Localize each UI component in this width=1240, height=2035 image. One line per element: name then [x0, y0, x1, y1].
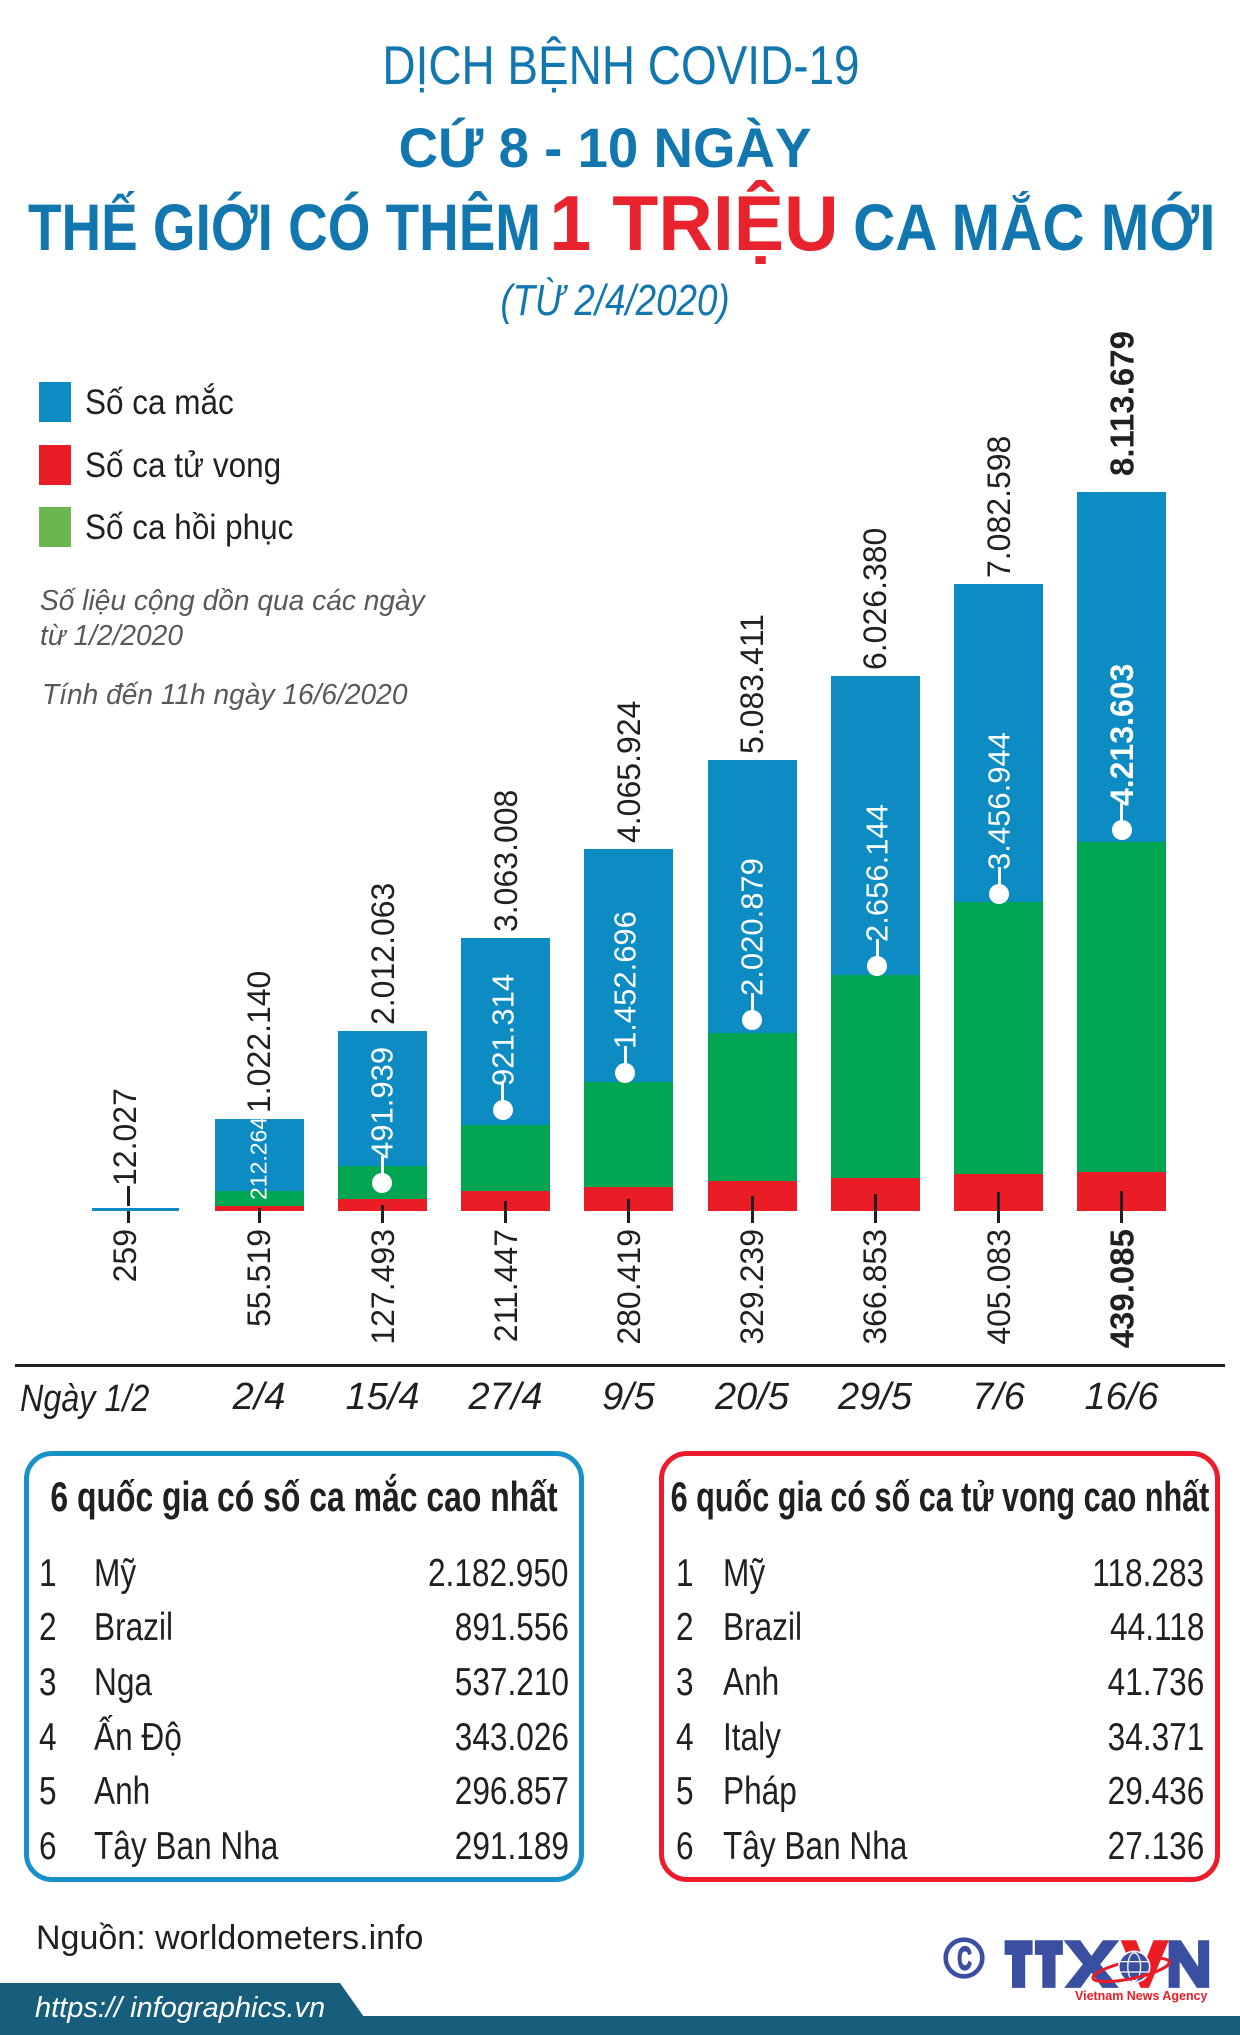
svg-text:C: C [957, 1941, 971, 1977]
